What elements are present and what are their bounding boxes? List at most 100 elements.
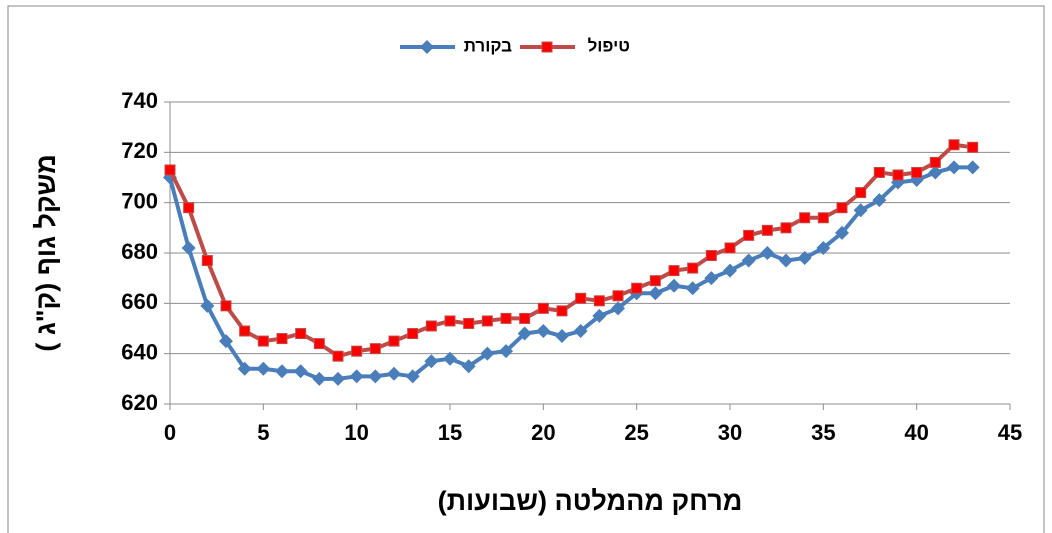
data-point: [892, 169, 904, 181]
data-point: [612, 290, 624, 302]
y-tick-label: 680: [121, 239, 158, 264]
data-point: [461, 359, 476, 374]
y-tick-label: 700: [121, 188, 158, 213]
data-point: [349, 369, 364, 384]
x-tick-label: 40: [904, 420, 928, 445]
chart-frame: [7, 5, 1045, 533]
x-tick-label: 35: [811, 420, 835, 445]
data-point: [201, 255, 213, 267]
y-tick-label: 620: [121, 390, 158, 415]
data-point: [181, 240, 196, 255]
data-point: [407, 328, 419, 340]
data-point: [705, 250, 717, 262]
data-point: [648, 286, 663, 301]
legend-label: בקורת: [464, 36, 512, 55]
data-point: [611, 301, 625, 316]
legend-marker: [420, 40, 434, 54]
data-point: [388, 335, 400, 347]
data-point: [928, 165, 943, 180]
data-point: [480, 346, 495, 361]
data-point: [556, 305, 568, 317]
data-point: [872, 193, 887, 208]
data-point: [275, 364, 289, 379]
legend-label: טיפול: [588, 36, 630, 55]
data-point: [760, 246, 775, 260]
x-axis-title: מרחק מהמלטה (שבועות): [438, 486, 743, 516]
x-tick-label: 45: [998, 420, 1022, 445]
data-point: [593, 295, 605, 307]
data-point: [724, 242, 736, 254]
data-point: [929, 156, 941, 168]
data-point: [164, 164, 176, 176]
data-point: [425, 320, 437, 332]
data-point: [723, 263, 737, 278]
data-point: [519, 312, 531, 324]
data-point: [853, 203, 868, 218]
x-tick-label: 10: [344, 420, 368, 445]
data-point: [312, 371, 327, 386]
data-point: [424, 354, 439, 369]
data-point: [911, 166, 923, 178]
data-point: [499, 344, 513, 359]
data-point: [537, 302, 549, 314]
data-point: [817, 212, 829, 224]
y-tick-label: 660: [121, 289, 158, 314]
data-point: [741, 253, 756, 268]
data-point: [947, 160, 961, 175]
data-point: [256, 361, 271, 376]
data-point: [575, 292, 587, 304]
data-point: [948, 139, 960, 151]
x-tick-label: 30: [718, 420, 742, 445]
data-point: [293, 364, 308, 379]
data-point: [313, 338, 325, 350]
data-point: [799, 212, 811, 224]
y-tick-label: 740: [121, 88, 158, 113]
y-axis-title: משקל גוף (ק"ג ): [31, 154, 61, 351]
data-point: [481, 315, 493, 327]
data-point: [687, 262, 699, 274]
data-point: [500, 312, 512, 324]
data-point: [295, 328, 307, 340]
data-point: [649, 275, 661, 287]
data-point: [779, 253, 793, 268]
data-point: [835, 225, 849, 240]
data-point: [836, 202, 848, 214]
data-point: [967, 141, 979, 153]
data-point: [237, 361, 252, 376]
data-point: [219, 334, 233, 349]
data-point: [387, 366, 401, 381]
x-tick-label: 15: [438, 420, 462, 445]
data-point: [463, 317, 475, 329]
data-point: [667, 278, 681, 293]
data-point: [239, 325, 251, 337]
data-point: [183, 202, 195, 214]
data-point: [220, 300, 232, 312]
data-point: [573, 324, 588, 339]
data-point: [631, 282, 643, 294]
data-point: [444, 315, 456, 327]
data-point: [331, 371, 345, 386]
data-point: [780, 222, 792, 234]
data-point: [257, 335, 269, 347]
data-point: [797, 251, 812, 266]
data-point: [816, 240, 831, 255]
data-point: [761, 224, 773, 236]
data-point: [276, 333, 288, 345]
data-point: [368, 369, 383, 384]
data-point: [592, 308, 607, 323]
y-tick-label: 720: [121, 138, 158, 163]
data-point: [517, 326, 532, 341]
data-point: [685, 281, 700, 296]
data-point: [200, 298, 215, 313]
data-point: [668, 265, 680, 277]
y-tick-label: 640: [121, 339, 158, 364]
data-point: [855, 187, 867, 199]
x-tick-label: 5: [257, 420, 269, 445]
data-point: [704, 271, 719, 286]
data-point: [873, 166, 885, 178]
data-point: [743, 229, 755, 241]
x-tick-label: 20: [531, 420, 555, 445]
x-tick-label: 25: [624, 420, 648, 445]
x-tick-label: 0: [164, 420, 176, 445]
